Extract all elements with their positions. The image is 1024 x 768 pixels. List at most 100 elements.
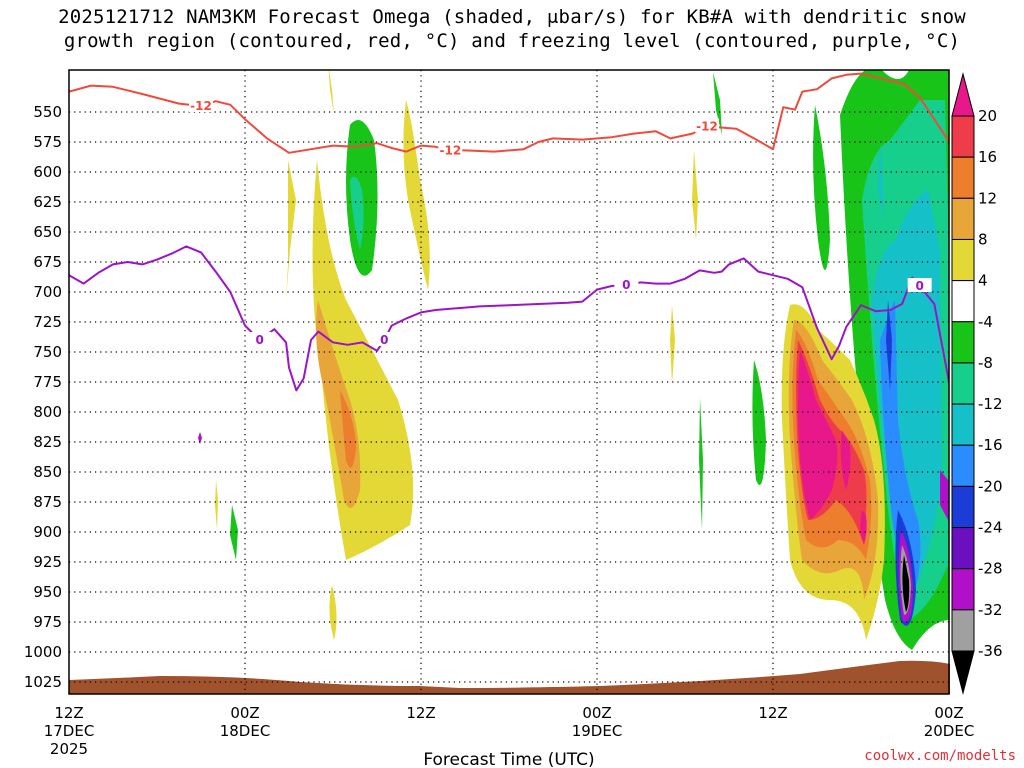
contour-label-minus12: -12 [190, 99, 212, 113]
colorbar-bin [951, 156, 975, 199]
x-tick-date: 19DEC [572, 722, 623, 740]
colorbar-bin [951, 72, 975, 117]
contour-label-minus12-bg [438, 142, 463, 157]
credit-text: coolwx.com/modelts [864, 748, 1016, 764]
colorbar: 20 16 12 8 4 -4 -8 -12 -16 -20 -24 -28 -32 -36 [951, 72, 1003, 695]
colorbar-bin [951, 238, 975, 282]
y-tick-label: 675 [33, 253, 62, 271]
colorbar-bin [951, 197, 975, 240]
y-tick-label: 825 [33, 433, 62, 451]
contour-label-zero: 0 [915, 279, 923, 293]
x-axis-label: Forecast Time (UTC) [423, 750, 594, 768]
y-tick-label: 1000 [24, 643, 62, 661]
omega-neg-4 [198, 432, 202, 444]
colorbar-label: 20 [978, 107, 997, 125]
omega-pos-4 [286, 160, 296, 300]
plot-frame [68, 69, 950, 695]
contour-lines: -12 -12 -12 0 0 0 0 [69, 72, 949, 392]
colorbar-label: 16 [978, 148, 997, 166]
colorbar-label: -8 [978, 354, 993, 372]
colorbar-bin [951, 609, 975, 652]
y-tick-label: 725 [33, 313, 62, 331]
contour-label-zero: 0 [380, 333, 388, 347]
colorbar-label: -12 [978, 395, 1003, 413]
y-tick-label: 775 [33, 373, 62, 391]
omega-neg-4 [940, 470, 948, 520]
colorbar-label: -20 [978, 477, 1003, 495]
colorbar-label: -16 [978, 436, 1003, 454]
y-tick-label: 650 [33, 223, 62, 241]
y-tick-label: 575 [33, 133, 62, 151]
contour-freezing-level [69, 245, 949, 392]
omega-neg-4 [878, 140, 884, 220]
colorbar-bin [951, 444, 975, 487]
contour-label-minus12-bg [695, 118, 719, 133]
colorbar-label: -24 [978, 519, 1003, 537]
colorbar-label: -28 [978, 560, 1003, 578]
y-tick-label: 950 [33, 583, 62, 601]
contour-label-zero: 0 [622, 278, 630, 292]
y-tick-label: 550 [33, 103, 62, 121]
omega-pos-4 [215, 480, 218, 530]
colorbar-label: 8 [978, 230, 988, 248]
x-tick-year: 2025 [50, 740, 88, 758]
contour-label-zero-bg [614, 276, 639, 291]
omega-neg-4 [713, 72, 722, 135]
y-tick-label: 850 [33, 463, 62, 481]
contour-label-minus12: -12 [439, 143, 461, 157]
colorbar-bin [951, 115, 975, 158]
colorbar-bin [951, 280, 975, 323]
y-tick-label: 875 [33, 493, 62, 511]
x-tick-time: 00Z [934, 704, 963, 722]
contour-minus12 [69, 72, 949, 154]
omega-neg-4 [752, 360, 766, 485]
x-tick-time: 00Z [230, 704, 259, 722]
y-tick-label: 975 [33, 613, 62, 631]
omega-pos-12 [340, 390, 356, 468]
colorbar-bin [951, 650, 975, 695]
x-tick-date: 18DEC [220, 722, 271, 740]
colorbar-label: -32 [978, 601, 1003, 619]
omega-pos-4 [329, 585, 337, 640]
y-tick-label: 800 [33, 403, 62, 421]
x-tick-date: 17DEC [44, 722, 95, 740]
colorbar-label: -4 [978, 313, 993, 331]
contour-label-zero-bg [907, 278, 932, 292]
contour-label-minus12: -12 [696, 119, 718, 133]
x-tick-time: 00Z [582, 704, 611, 722]
terrain-fill [69, 660, 950, 694]
x-tick-time: 12Z [758, 704, 787, 722]
omega-neg-20 [886, 300, 892, 390]
x-tick-time: 12Z [54, 704, 83, 722]
y-tick-label: 1025 [24, 673, 62, 691]
colorbar-label: -36 [978, 642, 1003, 660]
omega-pos-4 [692, 150, 698, 240]
contour-label-minus12-bg [189, 98, 213, 112]
omega-pos-20 [860, 510, 867, 545]
chart-title-line-1: 2025121712 NAM3KM Forecast Omega (shaded… [58, 6, 966, 28]
colorbar-bin [951, 403, 975, 446]
chart-title-line-2: growth region (contoured, red, °C) and f… [63, 30, 961, 52]
colorbar-bin [951, 485, 975, 529]
colorbar-bin [951, 362, 975, 405]
omega-pos-4 [670, 305, 675, 385]
contour-label-zero-bg [247, 332, 272, 346]
y-tick-label: 625 [33, 193, 62, 211]
y-tick-label: 750 [33, 343, 62, 361]
omega-neg-4 [813, 105, 830, 270]
colorbar-label: 4 [978, 272, 988, 290]
y-tick-label: 925 [33, 553, 62, 571]
x-tick-date: 20DEC [924, 722, 975, 740]
colorbar-bin [951, 568, 975, 611]
omega-pos-20 [798, 350, 838, 520]
omega-pos-4 [403, 100, 430, 290]
time-gridlines [244, 70, 774, 694]
x-tick-time: 12Z [406, 704, 435, 722]
contour-label-zero-bg [372, 332, 397, 346]
omega-neg-36 [902, 555, 910, 612]
colorbar-label: 12 [978, 189, 997, 207]
contour-label-zero: 0 [255, 333, 263, 347]
y-axis-ticks: 550 575 600 625 650 675 700 725 750 775 800 825 850 8… [24, 103, 62, 691]
